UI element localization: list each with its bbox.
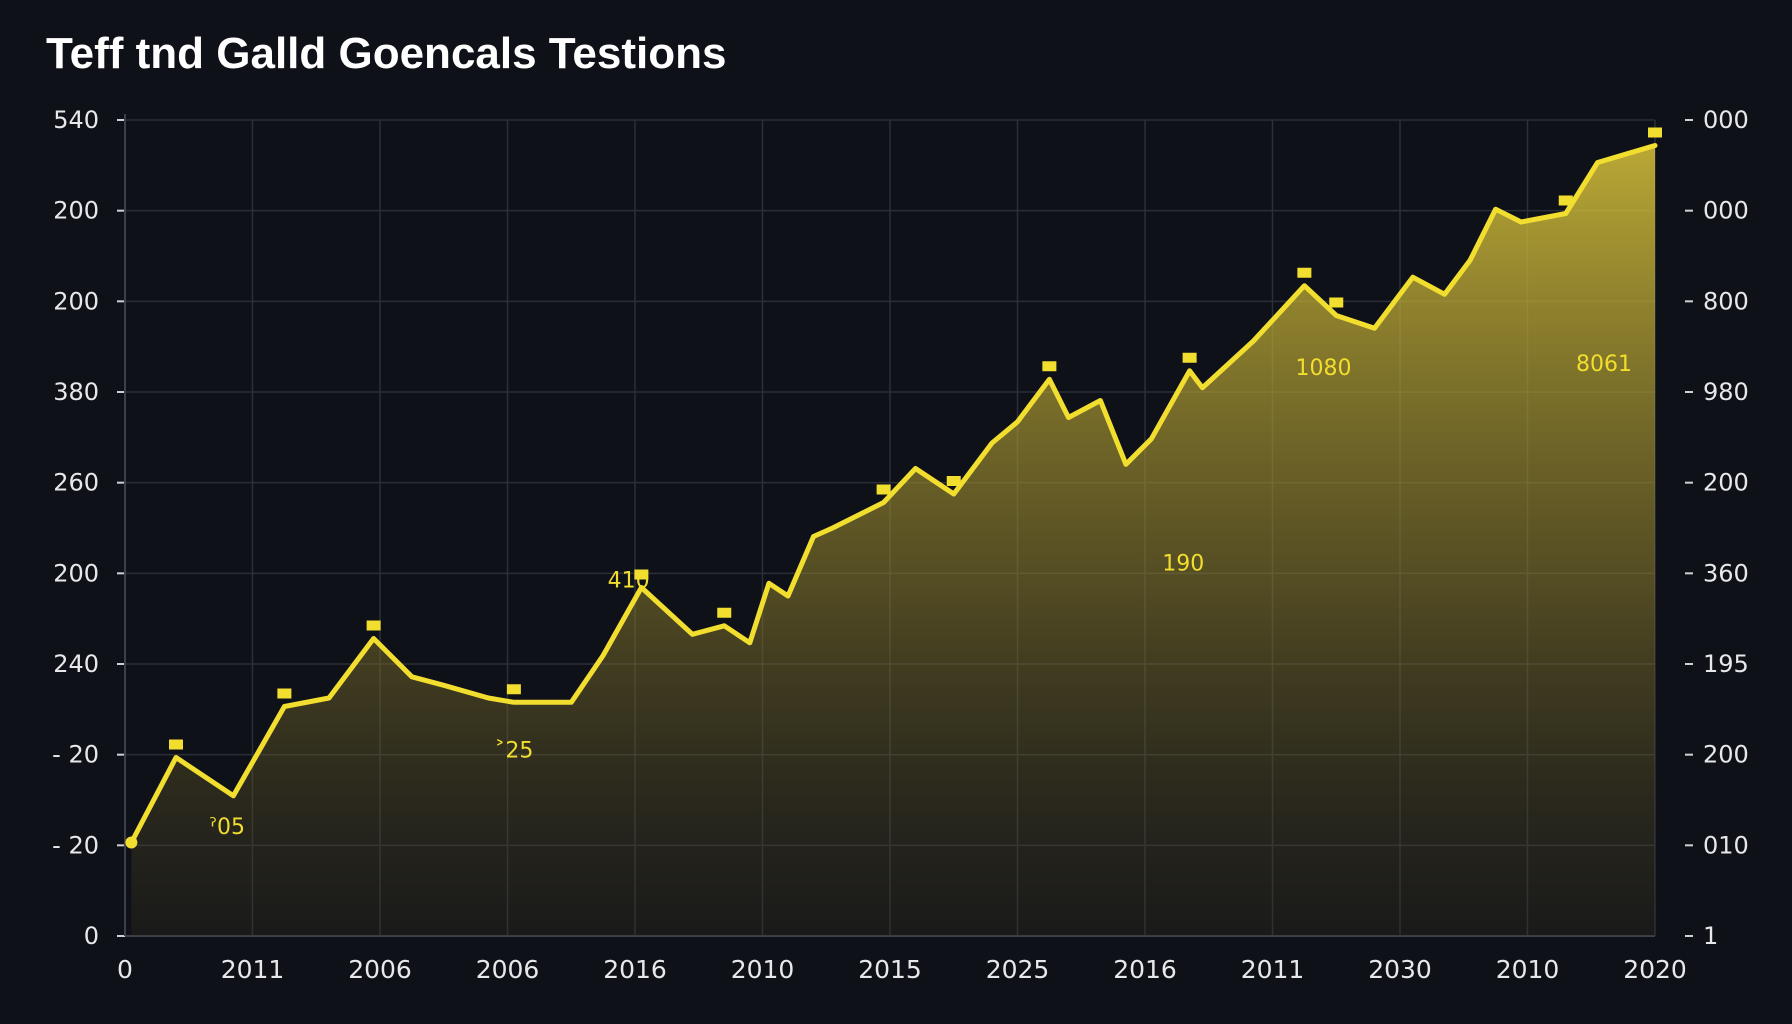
- data-marker: [1648, 127, 1662, 138]
- data-point: [125, 836, 138, 849]
- x-tick-label: 2025: [986, 955, 1050, 984]
- data-label: 410: [608, 569, 650, 594]
- data-marker: [277, 688, 292, 699]
- data-marker: [1558, 195, 1573, 206]
- x-tick-label: 2016: [1113, 955, 1177, 984]
- right-tick-label: 1: [1703, 922, 1718, 950]
- x-tick-label: 2011: [221, 955, 285, 984]
- y-tick-label: 380: [53, 378, 99, 406]
- x-tick-label: 2006: [348, 955, 412, 984]
- data-label: 8061: [1576, 352, 1632, 377]
- x-tick-label: 2010: [1496, 955, 1560, 984]
- data-marker: [876, 484, 891, 495]
- y-tick-label: - 20: [52, 741, 99, 769]
- x-tick-label: 2006: [476, 955, 540, 984]
- chart-title: Teff tnd Galld Goencals Testions: [46, 29, 726, 78]
- y-tick-label: 260: [53, 469, 99, 497]
- x-tick-label: 2020: [1623, 955, 1687, 984]
- right-tick-label: 000: [1703, 197, 1749, 225]
- data-marker: [1042, 361, 1057, 372]
- data-labels: ˀ05 ˃25 410 1080 8061 190: [209, 352, 1632, 840]
- data-label: 1080: [1296, 356, 1352, 381]
- data-label: ˃25: [494, 739, 533, 764]
- data-label: 190: [1162, 552, 1204, 577]
- right-tick-label: 010: [1703, 831, 1749, 859]
- x-tick-label: 2016: [603, 955, 667, 984]
- right-tick-label: 980: [1703, 378, 1749, 406]
- data-marker: [506, 684, 521, 695]
- plot-layer: [125, 127, 1662, 936]
- y-tick-label: - 20: [52, 831, 99, 859]
- x-tick-label: 2010: [731, 955, 795, 984]
- data-marker: [946, 476, 961, 486]
- x-tick-label: 2015: [858, 955, 922, 984]
- tick-labels: 0 1 - 20 010 - 20 200 240 195 200 360 260 200 380 980…: [52, 106, 1749, 984]
- x-tick-label: 2030: [1368, 955, 1432, 984]
- series-line: [128, 143, 1658, 845]
- y-tick-label: 200: [53, 559, 99, 587]
- data-marker: [1182, 352, 1197, 363]
- right-tick-label: 200: [1703, 741, 1749, 769]
- y-tick-label: 200: [53, 287, 99, 315]
- right-tick-label: 195: [1703, 650, 1749, 678]
- right-tick-label: 360: [1703, 559, 1749, 587]
- x-tick-label: 0: [117, 955, 133, 984]
- y-tick-label: 240: [53, 650, 99, 678]
- data-label: ˀ05: [209, 815, 245, 840]
- right-tick-label: 000: [1703, 106, 1749, 134]
- right-tick-label: 200: [1703, 469, 1749, 497]
- data-marker: [1297, 267, 1312, 278]
- y-tick-label: 200: [53, 197, 99, 225]
- data-marker: [169, 739, 183, 750]
- data-marker: [634, 569, 649, 580]
- series-area: [131, 145, 1655, 936]
- x-tick-label: 2011: [1241, 955, 1305, 984]
- right-tick-label: 800: [1703, 287, 1749, 315]
- y-tick-label: 0: [84, 922, 99, 950]
- y-tick-label: 540: [53, 106, 99, 134]
- data-marker: [1329, 297, 1344, 308]
- data-marker: [717, 607, 732, 618]
- data-marker: [366, 620, 381, 631]
